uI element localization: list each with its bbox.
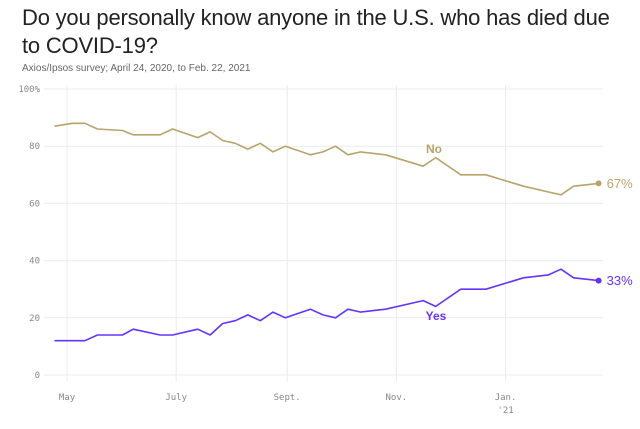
y-tick-label: 40 <box>29 257 40 267</box>
y-tick-label: 0 <box>35 371 40 381</box>
x-tick-sublabel: '21 <box>497 406 513 416</box>
series-line-yes <box>54 268 599 342</box>
chart-subtitle: Axios/Ipsos survey; April 24, 2020, to F… <box>22 63 251 74</box>
end-point-yes <box>595 277 602 284</box>
series-line-no <box>54 122 599 196</box>
x-tick-label: July <box>165 393 187 403</box>
x-tick-label: May <box>59 393 76 403</box>
series-layer: 67% 33% <box>54 122 633 342</box>
y-tick-label: 80 <box>29 142 40 152</box>
y-tick-label: 20 <box>29 314 40 324</box>
x-tick-label: Sept. <box>274 393 301 403</box>
series-label-no: No <box>426 142 442 156</box>
series-label-yes: Yes <box>426 309 447 323</box>
x-tick-label: Jan. <box>495 393 517 403</box>
y-tick-label: 60 <box>29 199 40 209</box>
x-tick-label: Nov. <box>386 393 408 403</box>
end-point-no <box>595 180 602 187</box>
chart-title: Do you personally know anyone in the U.S… <box>22 5 610 58</box>
y-tick-label: 100% <box>18 85 40 95</box>
end-label-no: 67% <box>607 176 633 191</box>
end-label-yes: 33% <box>607 273 633 288</box>
grid: 100% 80 60 40 20 0 May July Sept. Nov. Jan. '21 <box>18 85 603 416</box>
